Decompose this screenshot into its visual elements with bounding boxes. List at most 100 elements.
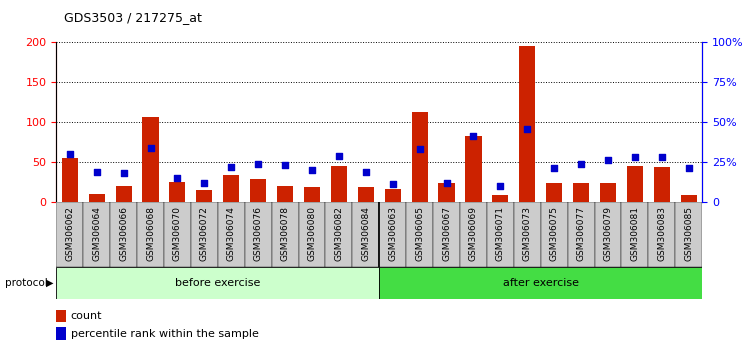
Bar [164,202,191,267]
Bar [196,190,213,202]
Bar [460,202,487,267]
Text: count: count [71,311,102,321]
Point [306,167,318,173]
Bar [143,116,158,202]
Bar [89,194,105,202]
Bar [595,202,622,267]
Bar [675,202,702,267]
Text: GSM306067: GSM306067 [442,206,451,261]
Bar [385,189,401,202]
Bar [299,202,325,267]
Text: GSM306084: GSM306084 [361,206,370,261]
Bar [250,179,266,202]
Bar [406,202,433,267]
Point [144,145,156,150]
Bar [379,267,702,299]
Point [494,183,506,189]
Text: GSM306081: GSM306081 [630,206,639,261]
Bar [600,183,616,202]
Bar [56,310,66,322]
Bar [304,187,320,202]
Point [548,166,560,171]
Text: GSM306072: GSM306072 [200,206,209,261]
Text: GSM306063: GSM306063 [388,206,397,261]
Text: GSM306062: GSM306062 [65,206,74,261]
Bar [680,195,697,202]
Text: protocol: protocol [5,278,48,288]
Point [64,151,76,157]
Bar [493,195,508,202]
Point [198,180,210,185]
Point [252,161,264,166]
Text: percentile rank within the sample: percentile rank within the sample [71,329,259,339]
Text: GSM306077: GSM306077 [577,206,586,261]
Text: GSM306071: GSM306071 [496,206,505,261]
Bar [110,202,137,267]
Point [387,181,399,187]
Text: ▶: ▶ [46,278,53,288]
Point [467,133,479,139]
Text: GSM306080: GSM306080 [307,206,316,261]
Bar [170,182,185,202]
Bar [627,166,643,202]
Point [171,175,183,181]
Text: GSM306083: GSM306083 [657,206,666,261]
Text: GSM306082: GSM306082 [334,206,343,261]
Text: GSM306066: GSM306066 [119,206,128,261]
Text: GSM306064: GSM306064 [92,206,101,261]
Bar [519,46,535,202]
Text: GSM306065: GSM306065 [415,206,424,261]
Text: GSM306075: GSM306075 [550,206,559,261]
Bar [191,202,218,267]
Bar [514,202,541,267]
Text: after exercise: after exercise [502,278,579,288]
Text: GSM306085: GSM306085 [684,206,693,261]
Bar [568,202,595,267]
Point [333,153,345,159]
Bar [487,202,514,267]
Text: GSM306078: GSM306078 [281,206,290,261]
Bar [541,202,568,267]
Text: before exercise: before exercise [175,278,261,288]
Bar [622,202,648,267]
Text: GDS3503 / 217275_at: GDS3503 / 217275_at [64,11,202,24]
Bar [223,176,240,202]
Bar [137,202,164,267]
Point [602,158,614,163]
Point [441,180,453,185]
Point [656,154,668,160]
Point [683,166,695,171]
Bar [116,186,131,202]
Bar [83,202,110,267]
Bar [379,202,406,267]
Bar [653,167,670,202]
Point [414,147,426,152]
Bar [56,327,66,340]
Text: GSM306079: GSM306079 [604,206,613,261]
Bar [245,202,272,267]
Bar [56,202,83,267]
Bar [277,186,293,202]
Bar [412,112,428,202]
Bar [466,136,481,202]
Bar [218,202,245,267]
Bar [62,158,78,202]
Point [521,126,533,131]
Text: GSM306070: GSM306070 [173,206,182,261]
Bar [546,183,562,202]
Text: GSM306073: GSM306073 [523,206,532,261]
Point [225,164,237,170]
Bar [325,202,352,267]
Bar [352,202,379,267]
Point [118,170,130,176]
Point [91,169,103,175]
Point [360,169,372,175]
Bar [56,267,379,299]
Bar [648,202,675,267]
Bar [439,183,454,202]
Point [279,162,291,168]
Bar [357,188,374,202]
Text: GSM306068: GSM306068 [146,206,155,261]
Text: GSM306074: GSM306074 [227,206,236,261]
Bar [272,202,299,267]
